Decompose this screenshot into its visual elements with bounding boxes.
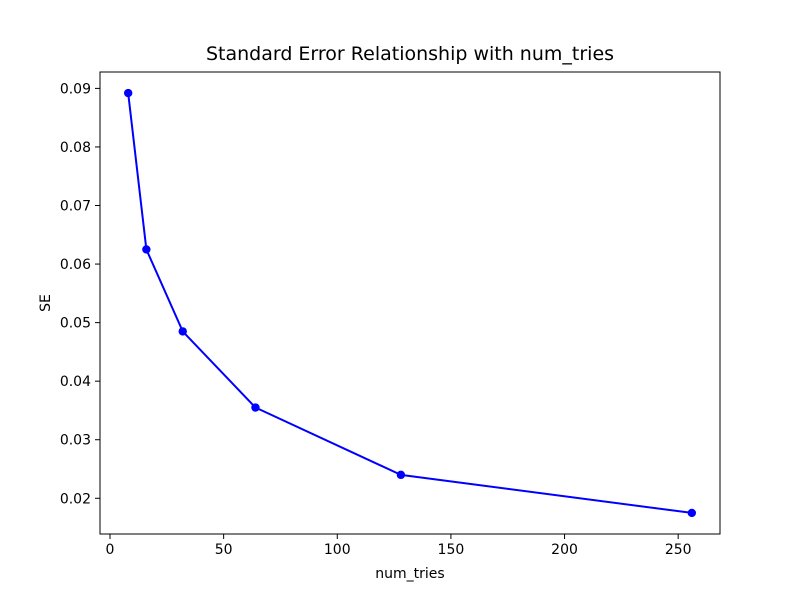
x-tick-label: 250 [665,542,692,558]
y-tick-label: 0.02 [60,491,91,507]
y-tick-label: 0.08 [60,140,91,156]
data-point [396,470,406,480]
y-tick-label: 0.07 [60,199,91,215]
data-point [251,403,260,412]
y-tick-label: 0.05 [60,316,91,332]
data-line [127,92,693,514]
x-tick-label: 0 [106,542,115,558]
chart-title: Standard Error Relationship with num_tri… [206,43,614,65]
x-tick-label: 100 [324,542,351,558]
y-tick-label: 0.06 [60,257,91,273]
y-tick-label: 0.04 [60,374,91,390]
y-tick-label: 0.03 [60,433,91,449]
data-series-layer [123,88,697,518]
data-point [123,88,133,98]
y-tick-label: 0.09 [60,81,91,97]
x-tick-label: 150 [438,542,465,558]
data-point [178,327,187,336]
y-axis-label: SE [38,294,54,312]
x-tick-label: 200 [551,542,578,558]
x-tick-label: 50 [215,542,233,558]
axes-spines [99,71,721,535]
ticks-layer: 0 50 100 150 200 250 0.02 0.03 0.04 0.05 0.06 0.07 0… [60,81,692,558]
data-point [142,245,151,254]
data-point [687,508,697,518]
x-axis-label: num_tries [375,566,444,582]
